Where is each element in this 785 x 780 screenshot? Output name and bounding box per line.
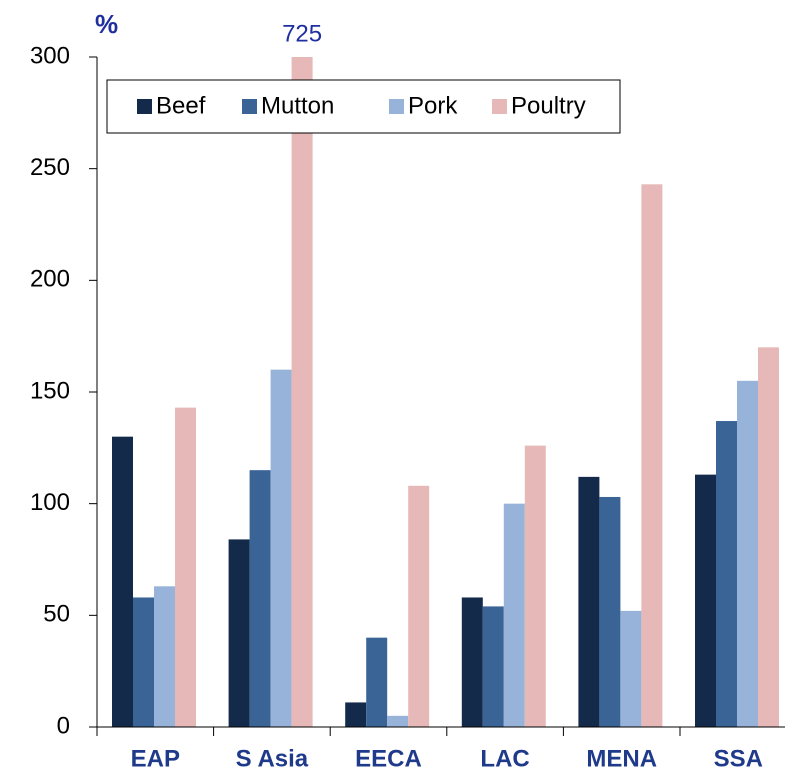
legend-label: Pork [408, 92, 458, 119]
x-tick-label: S Asia [236, 745, 309, 772]
bar [249, 470, 271, 727]
legend-label: Poultry [511, 92, 586, 119]
x-tick-label: SSA [714, 745, 763, 772]
bar [524, 445, 546, 727]
legend-swatch [242, 99, 257, 114]
y-tick-label: 250 [30, 154, 70, 181]
y-tick-label: 100 [30, 489, 70, 516]
legend-swatch [389, 99, 404, 114]
data-label: 725 [282, 20, 322, 47]
bar [228, 539, 250, 727]
bar [291, 57, 313, 727]
bar [408, 485, 430, 727]
bar [133, 597, 154, 727]
legend-swatch [492, 99, 507, 114]
bar [737, 380, 758, 727]
plot-area [112, 57, 779, 727]
y-tick-label: 200 [30, 266, 70, 293]
y-tick-label: 0 [57, 712, 70, 739]
bar [366, 637, 388, 727]
bar [387, 715, 409, 727]
bar [641, 184, 663, 727]
bar [270, 369, 292, 727]
bar [599, 496, 621, 727]
bar [175, 407, 196, 727]
bar [112, 436, 133, 727]
bar [503, 503, 525, 727]
x-tick-label: EECA [355, 745, 422, 772]
bar [461, 597, 483, 727]
bar [578, 476, 600, 727]
legend-swatch [137, 99, 152, 114]
y-tick-label: 50 [43, 601, 70, 628]
legend-label: Beef [156, 92, 206, 119]
bar [154, 586, 175, 727]
bar [716, 421, 737, 727]
x-tick-label: EAP [131, 745, 180, 772]
bar [620, 610, 642, 727]
bar [758, 347, 779, 727]
legend-label: Mutton [261, 92, 334, 119]
chart-title: % [95, 9, 118, 39]
bar [345, 702, 367, 727]
bar [482, 606, 504, 727]
bar [695, 474, 716, 727]
x-tick-label: LAC [480, 745, 529, 772]
x-tick-label: MENA [586, 745, 657, 772]
y-tick-label: 150 [30, 377, 70, 404]
legend-box [106, 79, 621, 134]
y-tick-label: 300 [30, 42, 70, 69]
